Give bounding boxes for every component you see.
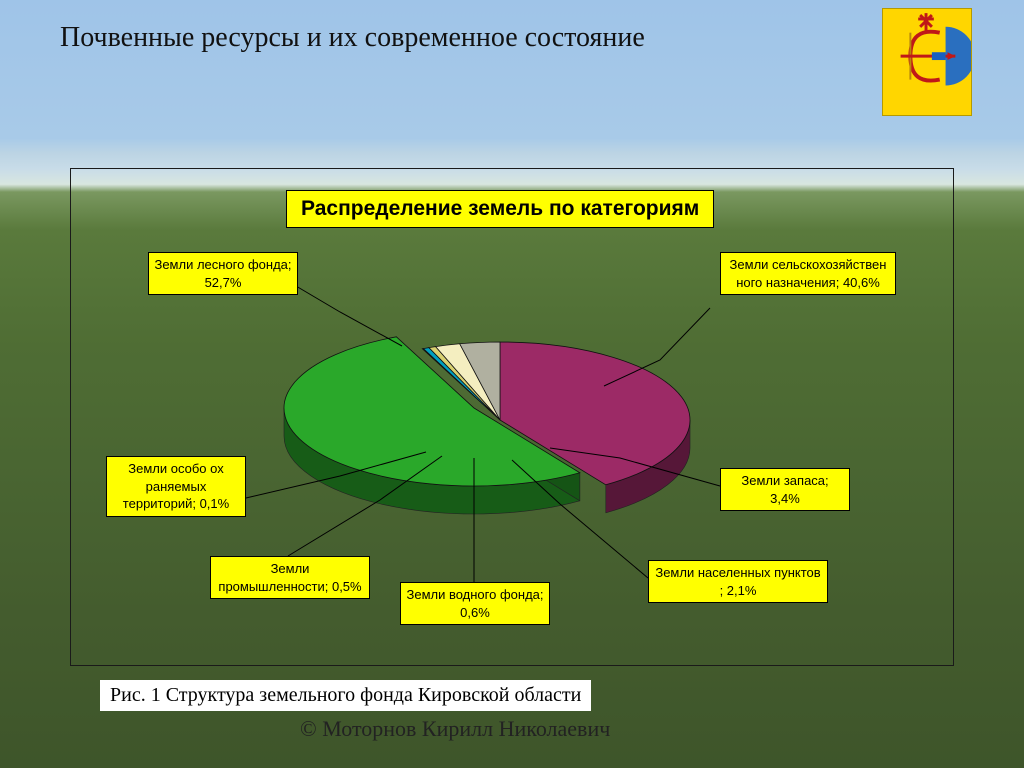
pie-label: Земли особо ох раняемых территорий; 0,1% [106, 456, 246, 517]
pie-label: Земли лесного фонда; 52,7% [148, 252, 298, 295]
pie-label: Земли водного фонда; 0,6% [400, 582, 550, 625]
pie-chart [280, 300, 720, 560]
pie-label: Земли промышленности; 0,5% [210, 556, 370, 599]
emblem-kirov-oblast [882, 8, 972, 116]
chart-title: Распределение земель по категориям [286, 190, 714, 228]
copyright-line: © Моторнов Кирилл Николаевич [300, 716, 610, 742]
pie-label: Земли сельскохозяйствен ного назначения;… [720, 252, 896, 295]
pie-label: Земли запаса; 3,4% [720, 468, 850, 511]
figure-caption: Рис. 1 Структура земельного фонда Кировс… [100, 680, 591, 711]
pie-label: Земли населенных пунктов ; 2,1% [648, 560, 828, 603]
page-title: Почвенные ресурсы и их современное состо… [60, 22, 645, 54]
